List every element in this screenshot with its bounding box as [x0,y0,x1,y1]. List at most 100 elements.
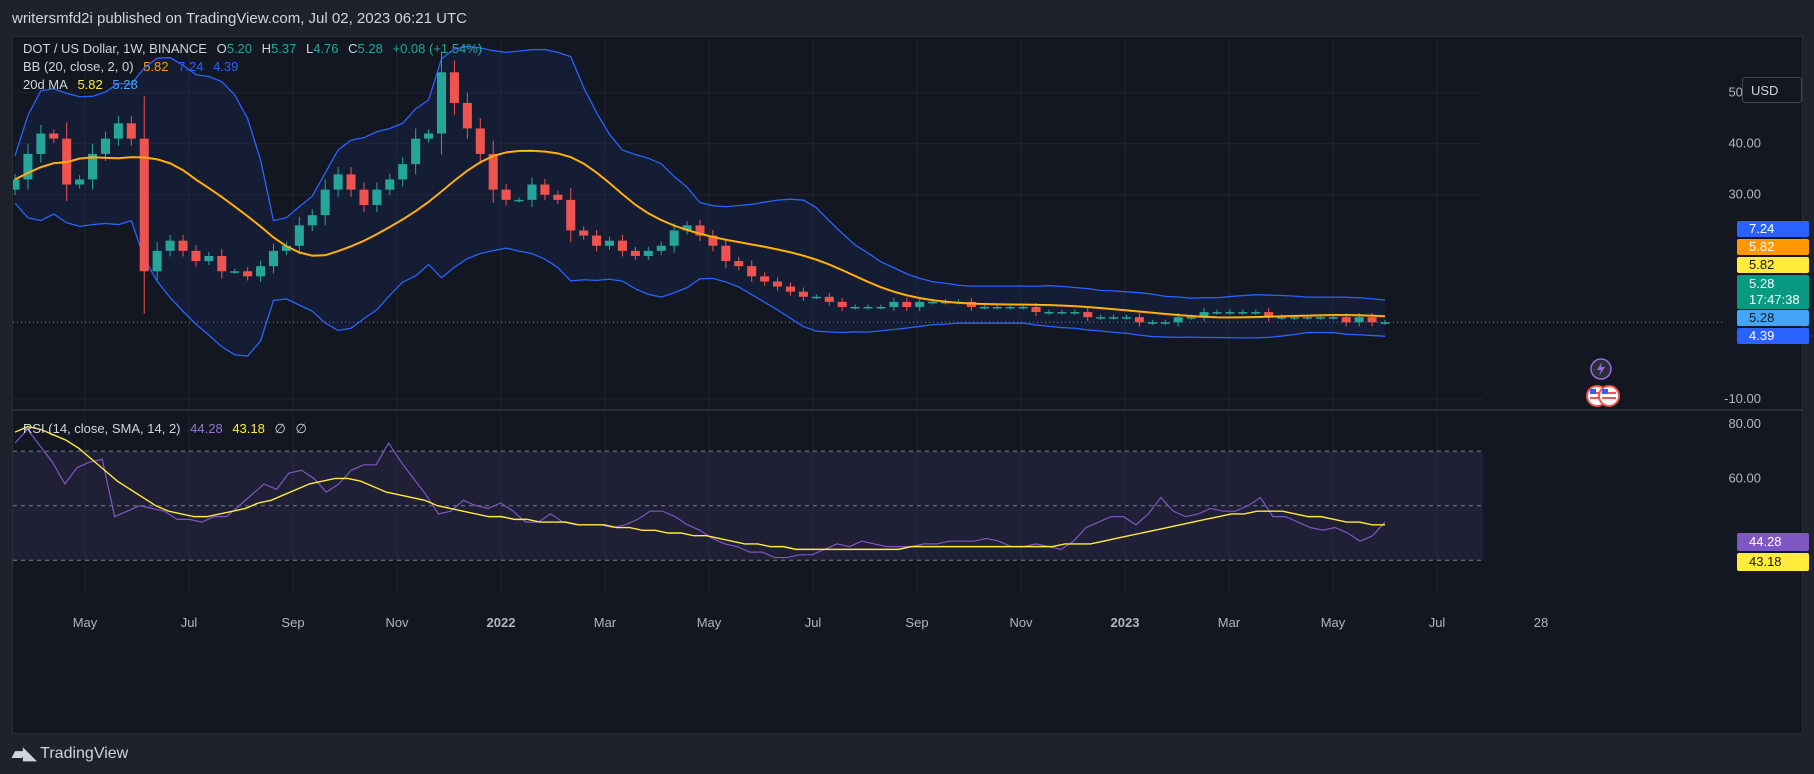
ma-value-2: 5.28 [112,77,138,92]
x-tick-label: May [1321,615,1346,630]
bb-fill [15,46,1385,357]
low-key: L [305,41,314,56]
candle-body [449,72,459,103]
candle-body [36,133,46,154]
candle-body [256,266,266,277]
x-tick-label: Sep [281,615,304,630]
candle-body [1212,312,1222,314]
x-tick-label: Jul [1429,615,1446,630]
candle-body [49,133,59,139]
candle-body [1354,317,1364,323]
candle-body [1134,317,1144,323]
us-flag-icon[interactable] [1598,385,1620,407]
x-tick-label: Nov [1009,615,1033,630]
candle-body [126,123,136,139]
bb-upper-line [14,45,1386,301]
candle-body [1315,317,1325,319]
candle-body [501,189,511,200]
high-value: 5.37 [271,41,297,56]
candle-body [553,194,563,200]
bb-lower-tag: 4.39 [1737,328,1809,344]
candle-body [320,189,330,216]
chart-panel[interactable]: 50.0040.0030.00-10.0080.0060.00MayJulSep… [12,36,1809,734]
candle-body [1173,317,1183,323]
candle-body [436,72,447,134]
candle-body [682,225,692,231]
x-tick-label: May [697,615,722,630]
candle-body [139,138,149,272]
ma2-tag: 5.28 [1737,310,1809,326]
candle-body [1225,312,1235,314]
currency-button[interactable]: USD [1742,77,1802,103]
open-key: O [216,41,227,56]
rsi-legend[interactable]: RSI (14, close, SMA, 14, 2) 44.28 43.18 … [23,421,313,437]
rsi-label: RSI (14, close, SMA, 14, 2) [23,421,181,436]
price-tick-label: 30.00 [1728,187,1761,202]
candle-body [656,245,666,251]
candle-body [1005,306,1015,309]
candle-body [359,189,369,205]
candle-body [268,250,279,267]
candle-body [695,225,705,236]
candle-body [1238,312,1248,314]
chart-canvas[interactable]: 50.0040.0030.00-10.0080.0060.00MayJulSep… [13,37,1802,733]
symbol-legend[interactable]: DOT / US Dollar, 1W, BINANCE O5.20 H5.37… [23,41,488,56]
close-value: 5.28 [357,41,383,56]
candle-body [1083,312,1093,318]
candle-body [346,174,356,190]
candle-body [837,301,847,307]
candle-body [191,250,201,262]
events-area[interactable] [1585,357,1629,414]
candle-body [747,266,757,277]
x-tick-label: 28 [1534,615,1548,630]
high-key: H [261,41,272,56]
candle-body [1121,317,1132,319]
rsi-ma-line [14,425,1385,551]
tradingview-logo-icon: ▰◣ [12,744,36,763]
price-tick-label: -10.00 [1724,391,1761,406]
ma-legend[interactable]: 20d MA 5.82 5.28 [23,77,144,92]
x-tick-label: Jul [181,615,198,630]
bb-legend[interactable]: BB (20, close, 2, 0) 5.82 7.24 4.39 [23,59,244,74]
candle-body [88,153,98,180]
rsi-tick-label: 80.00 [1728,416,1761,431]
candle-body [307,215,317,226]
candle-body [928,301,938,304]
ma-label: 20d MA [23,77,68,92]
candle-body [721,245,731,262]
symbol-label: DOT / US Dollar, 1W, BINANCE [23,41,207,56]
candle-body [178,240,188,251]
candle-body [1367,317,1377,323]
candle-body [798,291,808,297]
x-tick-label: 2023 [1111,615,1140,630]
rsi-tag: 44.28 [1737,533,1809,551]
x-tick-label: Sep [905,615,928,630]
candle-body [1341,317,1351,323]
lightning-icon[interactable] [1590,358,1612,380]
footer[interactable]: ▰◣ TradingView [12,742,128,766]
candle-body [540,184,550,195]
candle-body [1186,317,1196,319]
x-tick-label: Mar [594,615,617,630]
candle-body [372,189,382,205]
x-tick-label: Mar [1218,615,1241,630]
bb-basis-tag: 5.82 [1737,239,1809,255]
event-icons[interactable] [1585,357,1629,409]
candle-body [824,296,834,302]
published-info: writersmfd2i published on TradingView.co… [12,10,467,27]
ma-tag: 5.82 [1737,257,1809,273]
candle-body [462,102,472,129]
candle-body [527,184,537,200]
ma-line [14,149,1386,318]
candle-body [411,138,421,165]
x-tick-label: May [73,615,98,630]
candle-body [1264,312,1274,318]
price-tick-label: 40.00 [1728,136,1761,151]
candle-body [1328,317,1338,319]
rsi-na-2: ∅ [295,421,307,436]
rsi-ma-value: 43.18 [232,421,265,436]
candle-body [217,255,227,272]
candle-body [100,138,110,154]
candle-body [475,128,485,154]
candle-body [1057,312,1067,314]
